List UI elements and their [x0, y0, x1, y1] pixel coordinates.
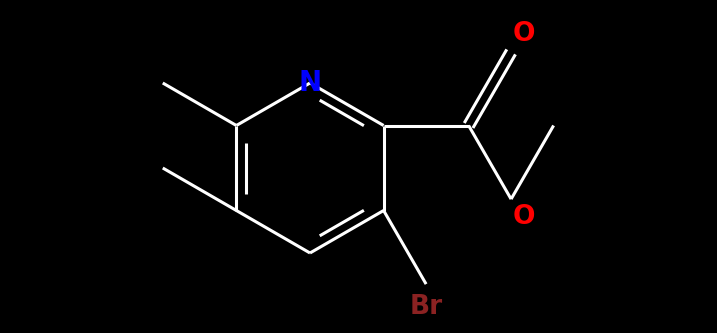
Text: O: O — [513, 21, 536, 47]
Text: N: N — [298, 69, 321, 97]
Text: O: O — [513, 204, 536, 230]
Text: Br: Br — [409, 294, 442, 320]
